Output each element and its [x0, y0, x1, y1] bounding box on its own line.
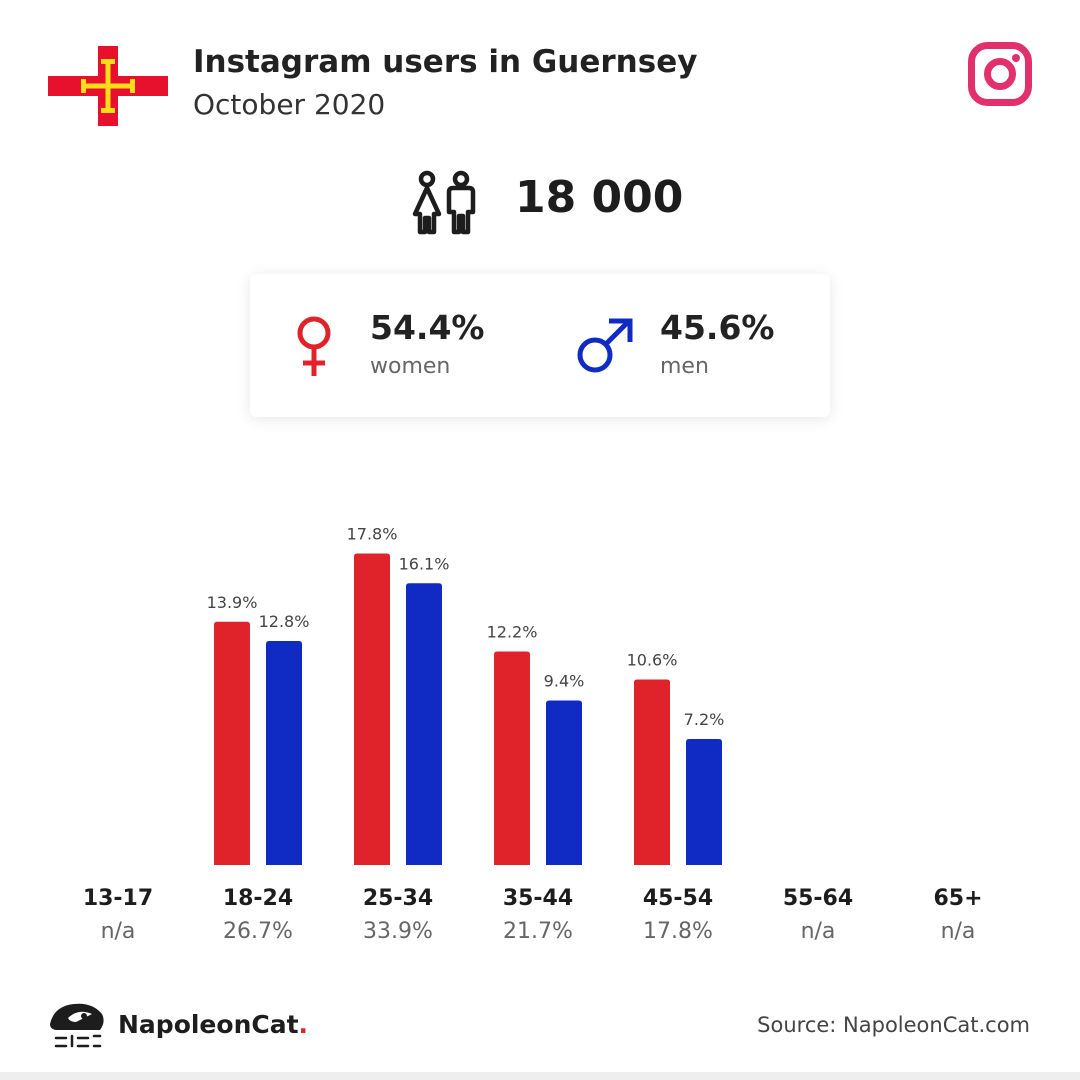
- instagram-icon: [968, 42, 1032, 106]
- age-group-total: 21.7%: [503, 919, 573, 944]
- age-group-label: 55-64: [783, 886, 853, 911]
- bar: [354, 553, 390, 865]
- age-group-total: n/a: [101, 919, 136, 944]
- age-gender-bar-chart: 13-17n/a13.9%12.8%18-2426.7%17.8%16.1%25…: [83, 525, 983, 945]
- guernsey-flag-icon: [48, 46, 168, 126]
- women-label: women: [370, 354, 451, 379]
- bar-value-label: 7.2%: [684, 710, 725, 729]
- bar: [266, 641, 302, 865]
- age-group-total: 33.9%: [363, 919, 433, 944]
- age-group-label: 45-54: [643, 886, 713, 911]
- age-group-label: 13-17: [83, 886, 153, 911]
- page-subtitle: October 2020: [193, 88, 386, 121]
- bar: [406, 583, 442, 865]
- age-group-total: 17.8%: [643, 919, 713, 944]
- age-group-label: 65+: [933, 886, 982, 911]
- bar-value-label: 10.6%: [627, 651, 678, 670]
- bar: [214, 621, 250, 865]
- age-group-total: n/a: [801, 919, 836, 944]
- people-icon: [412, 170, 476, 235]
- bottom-divider: [0, 1072, 1080, 1080]
- women-percentage: 54.4%: [370, 308, 485, 347]
- bar-value-label: 17.8%: [347, 525, 398, 544]
- age-group-label: 35-44: [503, 886, 573, 911]
- bar: [494, 651, 530, 865]
- total-users-value: 18 000: [515, 172, 684, 223]
- age-group-total: n/a: [941, 919, 976, 944]
- page-title: Instagram users in Guernsey: [193, 44, 698, 80]
- bar: [546, 700, 582, 865]
- male-symbol-icon: [577, 318, 633, 373]
- men-percentage: 45.6%: [660, 308, 775, 347]
- bar-value-label: 9.4%: [544, 672, 585, 691]
- female-symbol-icon: [297, 316, 331, 376]
- age-group-total: 26.7%: [223, 919, 293, 944]
- bar-value-label: 12.8%: [259, 612, 310, 631]
- bar-value-label: 13.9%: [207, 593, 258, 612]
- source-text: Source: NapoleonCat.com: [757, 1013, 1030, 1037]
- bar-value-label: 12.2%: [487, 623, 538, 642]
- men-label: men: [660, 354, 709, 379]
- age-group-label: 25-34: [363, 886, 433, 911]
- bar: [686, 739, 722, 865]
- bar-value-label: 16.1%: [399, 554, 450, 573]
- brand-name: NapoleonCat.: [118, 1010, 309, 1039]
- napoleoncat-logo-icon: [50, 1003, 104, 1048]
- age-group-label: 18-24: [223, 886, 293, 911]
- bar: [634, 679, 670, 865]
- gender-summary-card: [250, 274, 830, 417]
